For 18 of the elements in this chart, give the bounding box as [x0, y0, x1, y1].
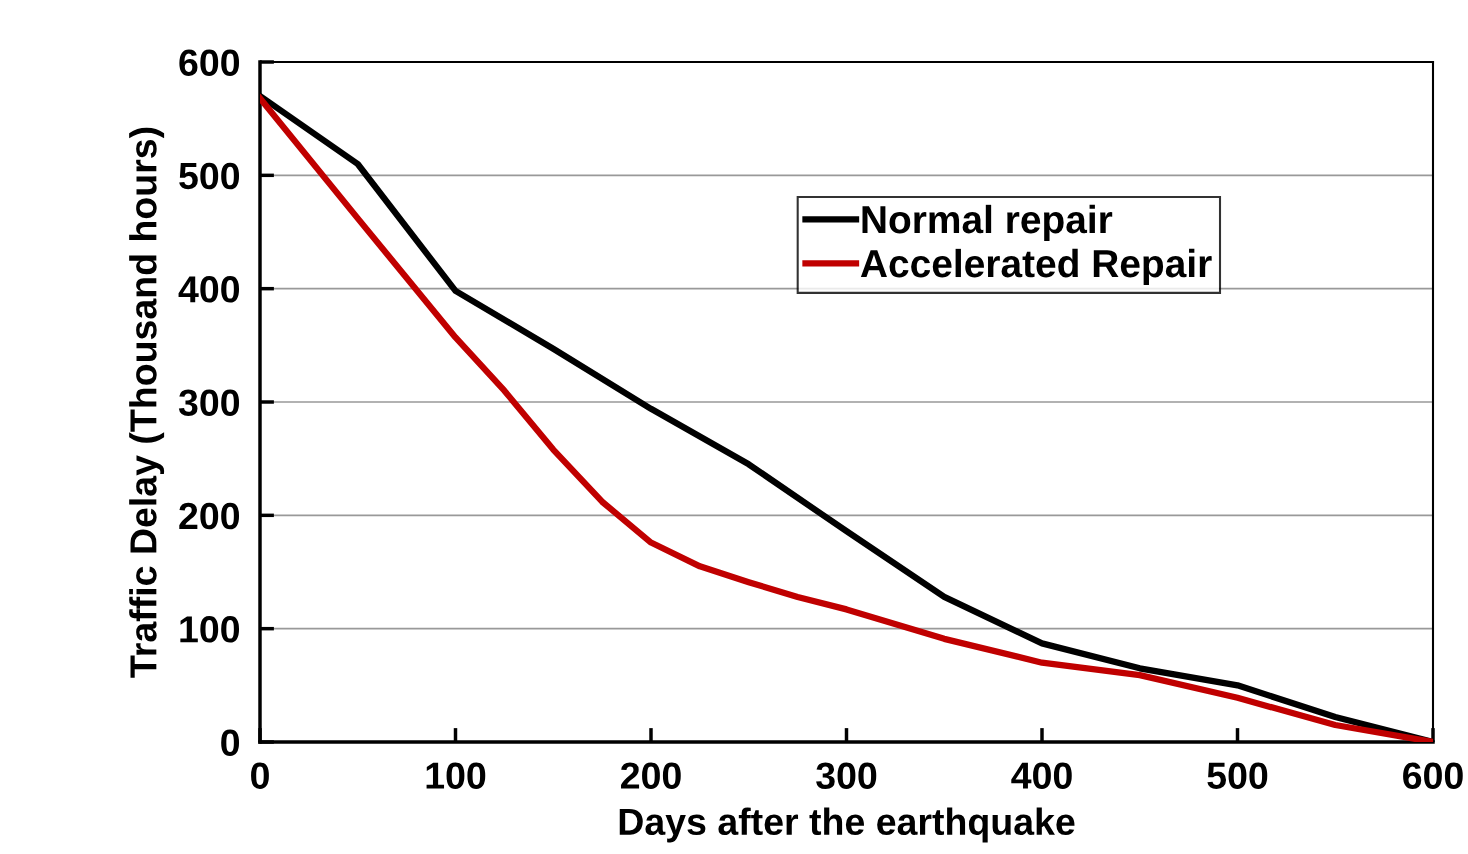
x-tick-label: 300	[816, 762, 877, 790]
x-tick-label: 100	[426, 762, 486, 789]
y-tick-label: 500	[179, 162, 240, 190]
y-tick-label: 600	[179, 49, 240, 76]
x-tick-label: 600	[1403, 762, 1463, 789]
y-tick-label: 400	[178, 276, 240, 303]
x-axis-title: Days after the earthquake	[619, 807, 1075, 843]
x-tick-label: 200	[621, 762, 681, 789]
legend-label: Accelerated Repair	[860, 248, 1212, 286]
y-tick-label: 200	[179, 502, 240, 530]
y-tick-label: 300	[178, 389, 240, 417]
y-tick-label: 100	[180, 616, 240, 643]
legend-label: Normal repair	[862, 204, 1113, 242]
y-tick-label: 0	[221, 729, 240, 756]
x-tick-label: 400	[1011, 762, 1072, 789]
y-axis-title: Traffic Delay (Thousand hours)	[129, 127, 165, 678]
x-tick-label: 500	[1207, 762, 1268, 789]
x-tick-label: 0	[251, 762, 269, 789]
